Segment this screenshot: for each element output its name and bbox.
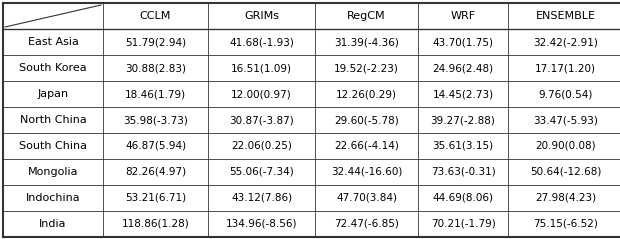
Text: 39.27(-2.88): 39.27(-2.88) — [430, 115, 495, 125]
Text: 46.87(5.94): 46.87(5.94) — [125, 141, 186, 151]
Text: India: India — [39, 219, 67, 229]
Text: ENSEMBLE: ENSEMBLE — [536, 11, 595, 21]
Text: 30.88(2.83): 30.88(2.83) — [125, 63, 186, 73]
Text: 55.06(-7.34): 55.06(-7.34) — [229, 167, 294, 177]
Text: 12.00(0.97): 12.00(0.97) — [231, 89, 292, 99]
Text: South Korea: South Korea — [19, 63, 87, 73]
Text: 9.76(0.54): 9.76(0.54) — [538, 89, 593, 99]
Text: North China: North China — [20, 115, 86, 125]
Text: 44.69(8.06): 44.69(8.06) — [433, 193, 494, 203]
Text: South China: South China — [19, 141, 87, 151]
Text: 16.51(1.09): 16.51(1.09) — [231, 63, 292, 73]
Text: 12.26(0.29): 12.26(0.29) — [336, 89, 397, 99]
Text: 31.39(-4.36): 31.39(-4.36) — [334, 37, 399, 47]
Text: 51.79(2.94): 51.79(2.94) — [125, 37, 186, 47]
Text: 32.44(-16.60): 32.44(-16.60) — [331, 167, 402, 177]
Text: WRF: WRF — [451, 11, 476, 21]
Text: GRIMs: GRIMs — [244, 11, 279, 21]
Text: 72.47(-6.85): 72.47(-6.85) — [334, 219, 399, 229]
Text: 33.47(-5.93): 33.47(-5.93) — [533, 115, 598, 125]
Text: Japan: Japan — [37, 89, 69, 99]
Text: RegCM: RegCM — [347, 11, 386, 21]
Text: 43.70(1.75): 43.70(1.75) — [433, 37, 494, 47]
Text: 35.98(-3.73): 35.98(-3.73) — [123, 115, 188, 125]
Text: 75.15(-6.52): 75.15(-6.52) — [533, 219, 598, 229]
Text: 41.68(-1.93): 41.68(-1.93) — [229, 37, 294, 47]
Text: 19.52(-2.23): 19.52(-2.23) — [334, 63, 399, 73]
Text: Mongolia: Mongolia — [28, 167, 78, 177]
Text: 134.96(-8.56): 134.96(-8.56) — [226, 219, 297, 229]
Text: 35.61(3.15): 35.61(3.15) — [432, 141, 494, 151]
Text: 17.17(1.20): 17.17(1.20) — [535, 63, 596, 73]
Text: 14.45(2.73): 14.45(2.73) — [432, 89, 494, 99]
Text: 32.42(-2.91): 32.42(-2.91) — [533, 37, 598, 47]
Text: 20.90(0.08): 20.90(0.08) — [535, 141, 596, 151]
Text: CCLM: CCLM — [140, 11, 171, 21]
Text: 30.87(-3.87): 30.87(-3.87) — [229, 115, 294, 125]
Text: 82.26(4.97): 82.26(4.97) — [125, 167, 186, 177]
Text: 29.60(-5.78): 29.60(-5.78) — [334, 115, 399, 125]
Text: 47.70(3.84): 47.70(3.84) — [336, 193, 397, 203]
Text: 50.64(-12.68): 50.64(-12.68) — [530, 167, 601, 177]
Text: 18.46(1.79): 18.46(1.79) — [125, 89, 186, 99]
Text: 22.66(-4.14): 22.66(-4.14) — [334, 141, 399, 151]
Text: East Asia: East Asia — [27, 37, 79, 47]
Text: Indochina: Indochina — [25, 193, 81, 203]
Text: 73.63(-0.31): 73.63(-0.31) — [431, 167, 495, 177]
Text: 118.86(1.28): 118.86(1.28) — [122, 219, 189, 229]
Text: 22.06(0.25): 22.06(0.25) — [231, 141, 292, 151]
Text: 70.21(-1.79): 70.21(-1.79) — [431, 219, 495, 229]
Text: 27.98(4.23): 27.98(4.23) — [535, 193, 596, 203]
Text: 53.21(6.71): 53.21(6.71) — [125, 193, 186, 203]
Text: 24.96(2.48): 24.96(2.48) — [432, 63, 494, 73]
Text: 43.12(7.86): 43.12(7.86) — [231, 193, 292, 203]
